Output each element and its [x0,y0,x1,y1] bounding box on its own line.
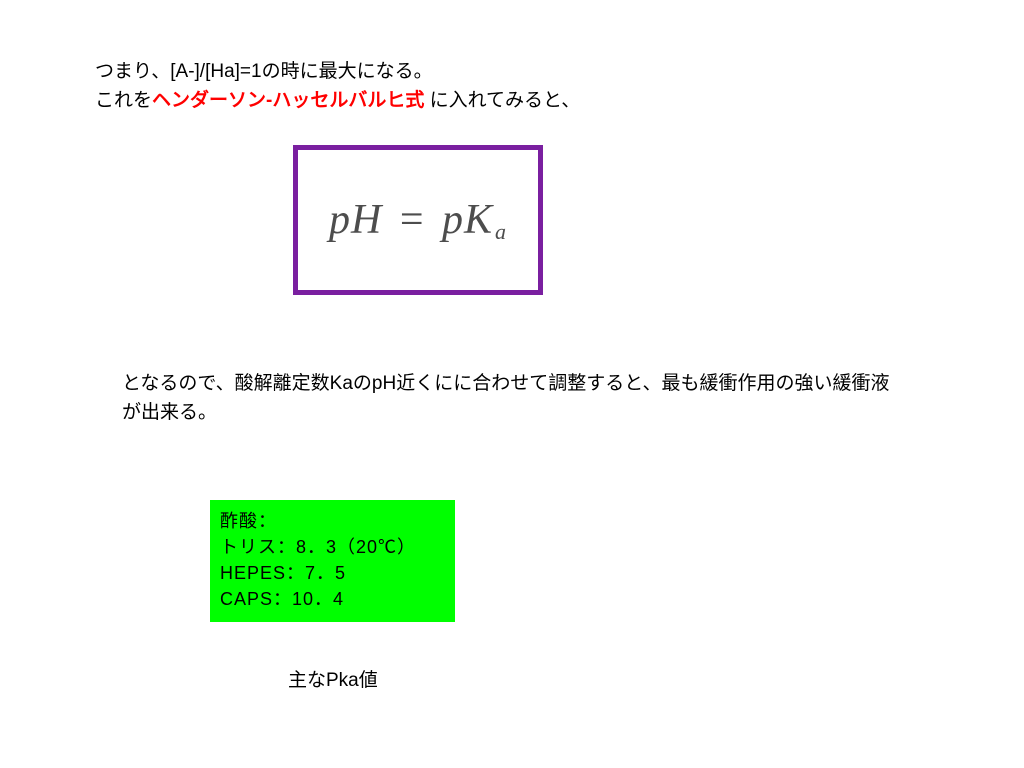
equation-rhs-base: pK [442,197,493,243]
explain-text: となるので、酸解離定数KaのpH近くにに合わせて調整すると、最も緩衝作用の強い緩… [122,370,902,427]
intro-line-2-prefix: これを [95,90,152,111]
pka-values-box: 酢酸： トリス：8．3（20℃） HEPES：7．5 CAPS：10．4 [210,500,455,622]
equation-op: = [400,197,425,243]
equation: pH = pKa [329,196,507,244]
intro-line-1: つまり、[A-]/[Ha]=1の時に最大になる。 [95,58,580,87]
pka-item: トリス：8．3（20℃） [220,534,445,560]
equation-box: pH = pKa [293,145,543,295]
intro-line-2: これをヘンダーソン-ハッセルバルヒ式 に入れてみると、 [95,87,580,116]
pka-item: HEPES：7．5 [220,560,445,586]
henderson-hasselbalch-term: ヘンダーソン-ハッセルバルヒ式 [152,90,424,111]
equation-rhs-sub: a [495,219,507,244]
pka-caption: 主なPka値 [288,665,378,692]
equation-lhs: pH [329,197,382,243]
intro-text: つまり、[A-]/[Ha]=1の時に最大になる。 これをヘンダーソン-ハッセルバ… [95,58,580,115]
pka-item: CAPS：10．4 [220,586,445,612]
intro-line-2-suffix: に入れてみると、 [424,90,580,111]
pka-item: 酢酸： [220,508,445,534]
